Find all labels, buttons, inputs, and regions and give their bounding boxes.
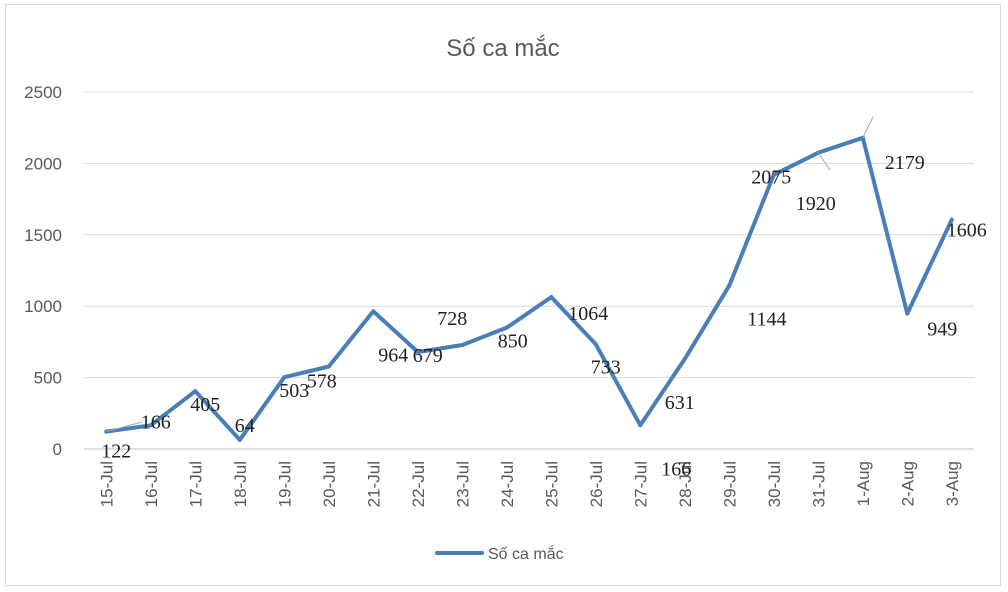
chart-title: Số ca mắc bbox=[446, 35, 559, 62]
x-tick-label: 23-Jul bbox=[453, 461, 472, 507]
y-tick-label: 1000 bbox=[24, 297, 62, 316]
data-label: 1606 bbox=[947, 220, 987, 242]
data-point bbox=[371, 309, 376, 314]
legend: Số ca mắc bbox=[435, 544, 564, 563]
leader-line bbox=[106, 421, 143, 433]
data-label: 578 bbox=[307, 370, 337, 392]
data-label: 503 bbox=[279, 380, 309, 402]
y-tick-label: 0 bbox=[53, 440, 62, 459]
data-point bbox=[949, 217, 954, 222]
gridlines bbox=[84, 91, 974, 450]
x-tick-label: 19-Jul bbox=[275, 461, 294, 507]
data-label: 64 bbox=[235, 415, 255, 437]
y-tick-label: 1500 bbox=[24, 226, 62, 245]
x-tick-label: 2-Aug bbox=[898, 461, 917, 506]
data-point bbox=[282, 375, 287, 380]
data-label: 949 bbox=[927, 318, 957, 340]
data-point bbox=[549, 295, 554, 300]
data-label: 1920 bbox=[796, 193, 836, 215]
data-label: 122 bbox=[101, 441, 131, 463]
x-tick-label: 24-Jul bbox=[498, 461, 517, 507]
data-label: 2179 bbox=[885, 152, 925, 174]
data-point bbox=[771, 172, 776, 177]
y-tick-label: 500 bbox=[34, 369, 62, 388]
data-label: 1064 bbox=[568, 303, 608, 325]
y-tick-label: 2500 bbox=[24, 83, 62, 102]
data-point bbox=[415, 350, 420, 355]
y-axis-ticks: 0 500 1000 1500 2000 2500 bbox=[24, 83, 62, 459]
data-point bbox=[593, 342, 598, 347]
data-label: 679 bbox=[413, 345, 443, 367]
chart-frame bbox=[5, 4, 1001, 586]
x-tick-label: 18-Jul bbox=[231, 461, 250, 507]
x-tick-label: 25-Jul bbox=[542, 461, 561, 507]
x-tick-label: 26-Jul bbox=[587, 461, 606, 507]
data-point bbox=[682, 356, 687, 361]
x-tick-label: 16-Jul bbox=[142, 461, 161, 507]
data-point bbox=[504, 325, 509, 330]
data-point bbox=[148, 423, 153, 428]
x-tick-label: 31-Jul bbox=[809, 461, 828, 507]
x-tick-label: 1-Aug bbox=[854, 461, 873, 506]
x-tick-label: 22-Jul bbox=[409, 461, 428, 507]
data-point bbox=[237, 437, 242, 442]
data-point bbox=[638, 423, 643, 428]
x-tick-label: 3-Aug bbox=[943, 461, 962, 506]
data-label: 1144 bbox=[747, 309, 786, 331]
x-tick-label: 30-Jul bbox=[765, 461, 784, 507]
data-label: 405 bbox=[190, 394, 220, 416]
x-tick-label: 28-Jul bbox=[676, 461, 695, 507]
leader-line bbox=[862, 116, 874, 139]
data-point bbox=[193, 389, 198, 394]
data-point bbox=[905, 311, 910, 316]
data-point bbox=[326, 364, 331, 369]
series-line bbox=[104, 135, 954, 442]
series-layer bbox=[104, 135, 954, 442]
data-label: 728 bbox=[437, 308, 467, 330]
data-label: 166 bbox=[661, 458, 691, 480]
data-label: 2075 bbox=[751, 167, 791, 189]
x-tick-label: 17-Jul bbox=[186, 461, 205, 507]
y-tick-label: 2000 bbox=[24, 154, 62, 173]
data-label: 733 bbox=[591, 356, 621, 378]
data-label: 850 bbox=[498, 331, 528, 353]
x-tick-label: 29-Jul bbox=[720, 461, 739, 507]
data-label: 166 bbox=[141, 411, 171, 433]
leader-line bbox=[817, 152, 831, 171]
x-tick-label: 27-Jul bbox=[631, 461, 650, 507]
x-tick-label: 21-Jul bbox=[364, 461, 383, 507]
data-point bbox=[727, 283, 732, 288]
data-label: 964 bbox=[378, 344, 408, 366]
x-axis-ticks: 15-Jul 16-Jul 17-Jul 18-Jul 19-Jul 20-Jul 21-J… bbox=[97, 461, 962, 507]
x-tick-label: 15-Jul bbox=[97, 461, 116, 507]
data-point bbox=[460, 343, 465, 348]
legend-label: Số ca mắc bbox=[488, 544, 564, 563]
data-label: 631 bbox=[665, 392, 695, 414]
x-tick-label: 20-Jul bbox=[320, 461, 339, 507]
